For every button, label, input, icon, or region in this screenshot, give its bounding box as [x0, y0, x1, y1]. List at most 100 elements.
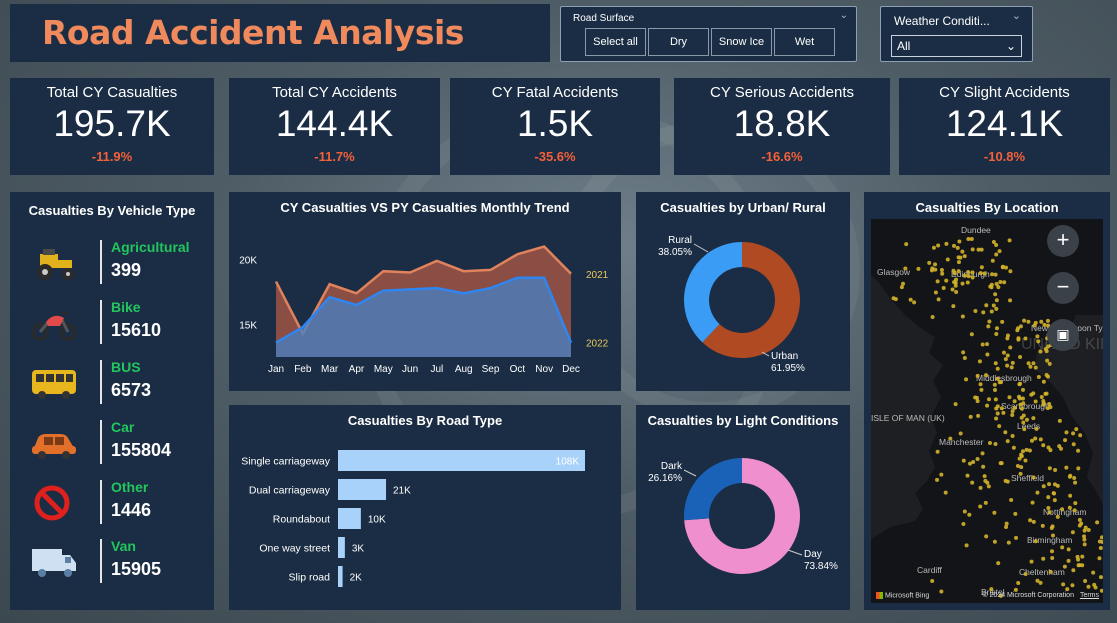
chevron-down-icon[interactable]: ⌄: [839, 10, 848, 21]
accident-dot: [993, 361, 998, 366]
accident-dot: [930, 266, 935, 271]
accident-dot: [953, 402, 958, 407]
accident-dot: [1001, 410, 1006, 415]
accident-dot: [1022, 318, 1027, 323]
accident-dot: [1068, 473, 1073, 478]
weather-dropdown[interactable]: All ⌄: [891, 35, 1022, 57]
accident-dot: [1048, 569, 1053, 574]
road-surface-select-all[interactable]: Select all: [585, 28, 646, 56]
accident-dot: [994, 282, 999, 287]
accident-dot: [1047, 510, 1052, 515]
accident-dot: [908, 297, 913, 302]
y-tick-label: 20K: [239, 256, 257, 267]
place-label: Leeds: [1017, 421, 1040, 431]
place-label: Edinburgh: [951, 269, 990, 279]
accident-dot: [1031, 391, 1036, 396]
category-label: Slip road: [289, 572, 331, 584]
accident-dot: [1047, 361, 1052, 366]
accident-dot: [989, 587, 994, 592]
zoom-in-button[interactable]: +: [1047, 225, 1079, 257]
accident-dot: [984, 342, 989, 347]
data-label: 10K: [368, 515, 386, 526]
terms-link[interactable]: Terms: [1079, 592, 1099, 599]
category-label: Roundabout: [273, 514, 330, 526]
accident-dot: [1095, 520, 1100, 525]
leader-line: [683, 469, 697, 477]
accident-dot: [976, 247, 981, 252]
accident-dot: [982, 271, 987, 276]
road-surface-wet[interactable]: Wet: [774, 28, 835, 56]
road-surface-snow-ice[interactable]: Snow Ice: [711, 28, 772, 56]
accident-dot: [987, 319, 992, 324]
accident-dot: [1071, 431, 1076, 436]
accident-dot: [991, 303, 996, 308]
accident-dot: [996, 285, 1001, 290]
road-type-title: Casualties By Road Type: [347, 413, 503, 428]
accident-dot: [1066, 547, 1071, 552]
accident-dot: [961, 350, 966, 355]
accident-dot: [970, 270, 975, 275]
accident-dot: [978, 504, 983, 509]
select-area-button[interactable]: ▣: [1047, 319, 1079, 351]
road-surface-dry[interactable]: Dry: [648, 28, 709, 56]
accident-dot: [1070, 583, 1075, 588]
accident-dot: [1045, 318, 1050, 323]
accident-dot: [903, 266, 908, 271]
accident-dot: [1045, 358, 1050, 363]
accident-dot: [1017, 456, 1022, 461]
accident-dot: [1004, 524, 1009, 529]
x-tick-label: Aug: [455, 364, 473, 375]
chevron-down-icon[interactable]: ⌄: [1011, 10, 1021, 22]
chevron-down-icon: ⌄: [1005, 39, 1016, 53]
slice-value: 73.84%: [804, 561, 838, 572]
x-tick-label: Apr: [349, 364, 365, 375]
accident-dot: [1070, 530, 1075, 535]
place-label: Scarborough: [1001, 401, 1050, 411]
accident-dot: [965, 280, 970, 285]
map-canvas: GlasgowDundeeEdinburghNewcastle upon Tyn…: [871, 219, 1103, 603]
accident-dot: [979, 387, 984, 392]
accident-dot: [1023, 571, 1028, 576]
accident-dot: [1071, 568, 1076, 573]
accident-dot: [1082, 534, 1087, 539]
vehicle-value: 155804: [111, 440, 172, 460]
accident-dot: [1005, 439, 1010, 444]
kpi-value: 144.4K: [275, 103, 394, 144]
accident-dot: [1016, 336, 1021, 341]
place-label: Dundee: [961, 225, 991, 235]
accident-dot: [1042, 322, 1047, 327]
accident-dot: [1018, 402, 1023, 407]
trend-title: CY Casualties VS PY Casualties Monthly T…: [280, 200, 570, 215]
accident-dot: [1016, 394, 1021, 399]
accident-dot: [1032, 323, 1037, 328]
accident-dot: [987, 440, 992, 445]
accident-dot: [962, 254, 967, 259]
accident-dot: [957, 239, 962, 244]
accident-dot: [1060, 507, 1065, 512]
zoom-out-button[interactable]: −: [1047, 272, 1079, 304]
kpi-title: CY Slight Accidents: [939, 84, 1070, 101]
accident-dot: [997, 380, 1002, 385]
accident-dot: [1012, 399, 1017, 404]
accident-dot: [981, 464, 986, 469]
accident-dot: [1018, 471, 1023, 476]
vehicle-type-panel: Casualties By Vehicle Type Agricultural …: [10, 192, 214, 610]
accident-dot: [1035, 578, 1040, 583]
location-panel: Casualties By Location Glasgow Dundee Edin…: [864, 192, 1110, 610]
vehicle-value: 6573: [111, 380, 152, 400]
accident-dot: [1046, 445, 1051, 450]
accident-dot: [975, 373, 980, 378]
accident-dot: [991, 240, 996, 245]
separator: [100, 300, 102, 344]
location-map[interactable]: GlasgowDundeeEdinburghNewcastle upon Tyn…: [871, 219, 1103, 603]
leader-line: [761, 351, 770, 357]
py-line: [274, 245, 572, 337]
accident-dot: [1061, 582, 1066, 587]
accident-dot: [950, 287, 955, 292]
accident-dot: [1005, 336, 1010, 341]
kpi-delta: -16.6%: [761, 149, 803, 164]
accident-dot: [997, 249, 1002, 254]
accident-dot: [1028, 518, 1033, 523]
slice-value: 38.05%: [658, 247, 692, 258]
accident-dot: [993, 397, 998, 402]
